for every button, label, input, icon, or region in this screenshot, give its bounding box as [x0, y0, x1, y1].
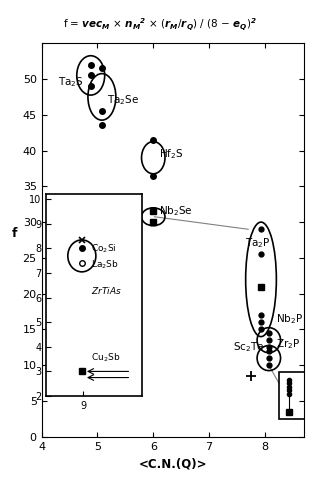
- Text: Ta$_2$P: Ta$_2$P: [245, 237, 271, 251]
- Text: Ta$_2$Se: Ta$_2$Se: [108, 94, 140, 108]
- Text: Zr$_2$P: Zr$_2$P: [276, 337, 300, 351]
- Text: La$_2$Sb: La$_2$Sb: [91, 258, 118, 271]
- Text: $\it{ZrTiAs}$: $\it{ZrTiAs}$: [91, 285, 121, 296]
- Text: f = $\bfit{vec}$$_{\bfit{M}}$ $\times$ $\bfit{n}$$_{\bfit{M}}$$^{\bfit{2}}$ $\ti: f = $\bfit{vec}$$_{\bfit{M}}$ $\times$ $…: [63, 17, 257, 33]
- Text: Ta$_2$S: Ta$_2$S: [58, 76, 84, 89]
- Text: Hf$_2$S: Hf$_2$S: [159, 147, 183, 161]
- X-axis label: <C.N.(Q)>: <C.N.(Q)>: [139, 457, 207, 470]
- Text: Cu$_2$Sb: Cu$_2$Sb: [91, 351, 120, 364]
- Text: Nb$_2$Se: Nb$_2$Se: [159, 204, 193, 218]
- Y-axis label: f: f: [12, 227, 17, 240]
- Text: Sc$_2$Te: Sc$_2$Te: [233, 340, 264, 354]
- Bar: [279, 372, 309, 419]
- Text: Nb$_2$P: Nb$_2$P: [276, 312, 303, 325]
- Text: Co$_2$Si: Co$_2$Si: [91, 242, 116, 255]
